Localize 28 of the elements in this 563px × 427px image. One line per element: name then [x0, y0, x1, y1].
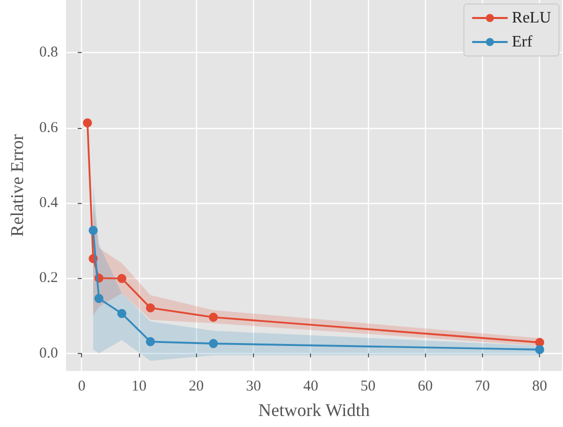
y-axis-title: Relative Error — [7, 134, 27, 237]
y-tick-label: 0.6 — [39, 120, 58, 136]
point — [117, 274, 126, 284]
point — [535, 345, 544, 354]
x-tick-label: 20 — [188, 378, 204, 394]
legend-label: Erf — [512, 34, 533, 50]
point — [88, 226, 98, 235]
point — [146, 337, 155, 346]
x-tick-label: 70 — [474, 378, 490, 394]
point — [208, 312, 218, 322]
x-tick-label: 80 — [532, 378, 548, 394]
point — [146, 303, 155, 312]
x-tick-label: 30 — [246, 378, 261, 394]
point — [82, 118, 92, 128]
x-tick-label: 0 — [78, 378, 86, 394]
x-tick-label: 60 — [418, 378, 433, 394]
x-tick-label: 10 — [131, 378, 146, 394]
y-tick-label: 0.0 — [39, 345, 58, 362]
x-tick-label: 50 — [360, 378, 376, 394]
legend-label: ReLU — [512, 10, 552, 26]
point — [208, 339, 218, 348]
x-axis-title: Network Width — [258, 400, 370, 420]
y-tick-label: 0.8 — [39, 44, 58, 61]
y-tick-label: 0.2 — [39, 270, 58, 286]
point — [117, 308, 126, 318]
point — [94, 294, 104, 303]
y-tick-label: 0.4 — [39, 194, 58, 211]
x-tick-label: 40 — [303, 378, 318, 394]
